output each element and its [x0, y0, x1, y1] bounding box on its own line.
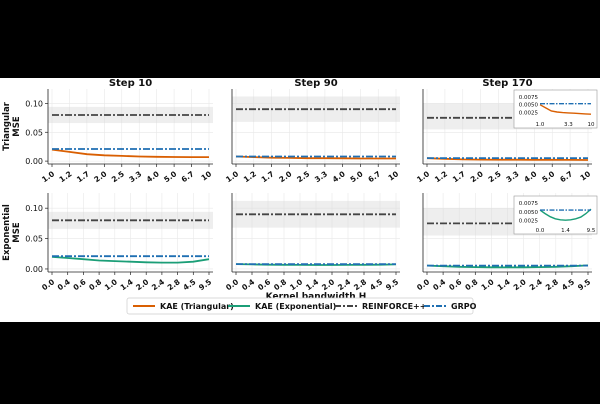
inset-frame [513, 89, 598, 129]
inset-y-tick-label: 0.0025 [519, 111, 539, 117]
series-line-kae-triangular- [426, 157, 589, 161]
legend: KAE (Triangular) KAE (Exponential) REINFOR… [126, 297, 477, 315]
panel-title: Step 10 [109, 78, 152, 89]
series-line-kae-triangular- [51, 148, 209, 159]
inset-y-tick-label: 0.0025 [519, 219, 539, 225]
y-axis-label: Triangular [2, 101, 12, 151]
inset-series-line [539, 104, 592, 115]
legend-label: KAE (Triangular) [160, 302, 234, 311]
inset-panel: 0.0025 0.0050 0.0075 0.0 1.4 9.5 [513, 195, 598, 235]
inset-y-tick-label: 0.0075 [519, 201, 539, 207]
legend-label: REINFORCE++ [362, 302, 426, 311]
series-line-kae-exponential- [426, 264, 589, 269]
y-tick-label: 0.10 [25, 204, 43, 213]
inset-x-tick-label: 0.0 [536, 228, 545, 234]
panel-r1-c0: 0.000.050.100.0 0.4 0.6 0.8 1.0 1.4 2.0 2.4 2.8 4… [2, 193, 213, 292]
series-line-kae-exponential- [51, 255, 210, 264]
inset-y-tick-label: 0.0075 [519, 95, 539, 101]
y-axis-label: MSE [12, 116, 22, 137]
panel-r1-c1: 0.0 0.4 0.6 0.8 1.0 1.4 2.0 2.4 2.8 4.5 9.5Kernel … [224, 193, 400, 302]
y-tick-label: 0.05 [25, 235, 43, 244]
y-axis-label: MSE [12, 222, 22, 243]
y-tick-label: 0.10 [25, 99, 43, 108]
panel-r0-c0: 0.000.050.101.0 1.2 1.7 2.0 2.5 3.3 4.0 5.0 6.7 1… [2, 78, 213, 184]
inset-series-line [539, 208, 592, 221]
legend-label: GRPO [451, 302, 477, 311]
y-tick-label: 0.05 [25, 128, 43, 137]
legend-frame [126, 297, 474, 315]
inset-y-tick-label: 0.0050 [519, 210, 539, 216]
legend-label: KAE (Exponential) [255, 302, 336, 311]
inset-x-tick-label: 1.0 [536, 122, 545, 128]
y-tick-label: 0.00 [25, 265, 43, 274]
inset-y-tick-label: 0.0050 [519, 103, 539, 109]
x-axis-label: Kernel bandwidth H [266, 292, 367, 302]
y-axis-label: Exponential [2, 204, 12, 261]
inset-x-tick-label: 10 [588, 122, 595, 128]
inset-x-tick-label: 1.4 [561, 228, 570, 234]
inset-x-tick-label: 9.5 [587, 228, 596, 234]
inset-panel: 0.0025 0.0050 0.0075 1.0 3.3 10 [513, 89, 598, 129]
panel-title: Step 90 [294, 78, 337, 89]
y-tick-label: 0.00 [25, 157, 43, 166]
panel-title: Step 170 [482, 78, 532, 89]
inset-x-tick-label: 3.3 [564, 122, 573, 128]
